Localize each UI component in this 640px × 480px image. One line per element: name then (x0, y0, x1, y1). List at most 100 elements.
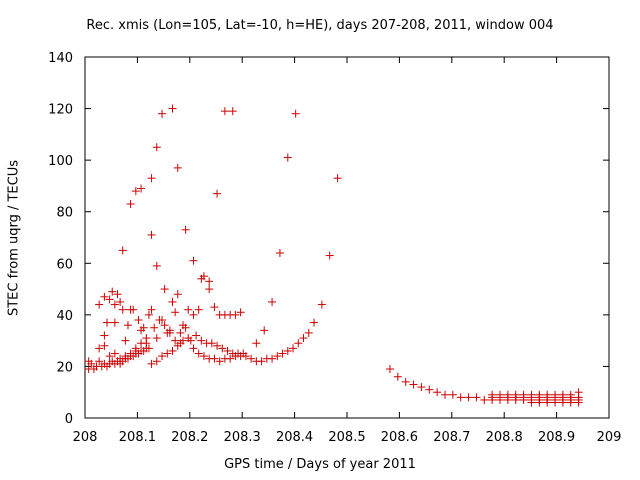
x-tick-label: 208.3 (224, 430, 261, 445)
data-point (273, 352, 282, 361)
data-point (496, 390, 505, 399)
data-point (283, 153, 292, 162)
data-point (126, 349, 135, 358)
data-point (228, 107, 237, 116)
data-point (116, 354, 125, 363)
x-tick-label: 208.2 (171, 430, 208, 445)
data-point (260, 326, 269, 335)
data-point (131, 346, 140, 355)
x-tick-label: 208 (73, 430, 98, 445)
data-point (205, 277, 214, 286)
data-point (566, 398, 575, 407)
data-point (189, 256, 198, 265)
data-point (456, 393, 465, 402)
data-point (134, 316, 143, 325)
y-axis-ticks: 0 20 40 60 80 100 120 140 (48, 51, 609, 427)
data-point (126, 305, 135, 314)
data-point (113, 290, 122, 299)
data-point (385, 365, 394, 374)
data-point (464, 393, 473, 402)
data-point (147, 230, 156, 239)
x-tick-label: 209 (597, 430, 622, 445)
data-point (95, 357, 104, 366)
data-point (118, 246, 127, 255)
data-point (535, 390, 544, 399)
data-point (488, 390, 497, 399)
data-point (95, 300, 104, 309)
y-tick-label: 20 (56, 360, 73, 375)
data-point (103, 318, 112, 327)
data-point (291, 109, 300, 118)
data-point (213, 341, 222, 350)
data-point (173, 163, 182, 172)
data-point (160, 321, 169, 330)
data-point (239, 349, 248, 358)
data-point (511, 390, 520, 399)
data-point (207, 339, 216, 348)
data-point (95, 344, 104, 353)
data-point (401, 377, 410, 386)
data-point (294, 339, 303, 348)
data-point (527, 398, 536, 407)
x-axis-label: GPS time / Days of year 2011 (224, 457, 416, 472)
data-point (105, 352, 114, 361)
y-tick-label: 0 (65, 412, 73, 427)
data-point (333, 174, 342, 183)
data-point (116, 297, 125, 306)
data-point (210, 303, 219, 312)
data-point (168, 104, 177, 113)
data-point (226, 354, 235, 363)
data-point (283, 346, 292, 355)
data-point (184, 305, 193, 314)
data-point (210, 354, 219, 363)
y-tick-label: 100 (48, 154, 73, 169)
x-axis-ticks: 208 208.1 208.2 208.3 208.4 208.5 208.6 208.7 20… (73, 57, 622, 445)
data-point (152, 143, 161, 152)
data-point (152, 357, 161, 366)
data-point (448, 390, 457, 399)
data-point (257, 357, 266, 366)
data-point (178, 321, 187, 330)
data-point (197, 274, 206, 283)
data-point (197, 336, 206, 345)
data-point (236, 308, 245, 317)
y-tick-label: 140 (48, 51, 73, 66)
data-point (503, 390, 512, 399)
plot-frame (84, 56, 610, 419)
data-point (152, 334, 161, 343)
data-point (121, 352, 130, 361)
data-point (215, 357, 224, 366)
data-point (110, 300, 119, 309)
data-point (551, 390, 560, 399)
data-point (278, 349, 287, 358)
x-tick-label: 208.5 (328, 430, 365, 445)
data-point (131, 187, 140, 196)
data-point (551, 398, 560, 407)
data-point (304, 328, 313, 337)
data-point (409, 380, 418, 389)
data-point (558, 398, 567, 407)
data-point (168, 297, 177, 306)
data-point (425, 385, 434, 394)
data-point (189, 310, 198, 319)
data-point (181, 225, 190, 234)
data-point (543, 390, 552, 399)
y-tick-label: 120 (48, 103, 73, 118)
data-point (137, 184, 146, 193)
data-point (168, 346, 177, 355)
data-point (108, 287, 117, 296)
data-point (158, 109, 167, 118)
data-point (393, 372, 402, 381)
data-point (173, 290, 182, 299)
data-point (325, 251, 334, 260)
data-point (574, 388, 583, 397)
data-point (309, 318, 318, 327)
x-tick-label: 208.9 (538, 430, 575, 445)
data-point (121, 336, 130, 345)
data-point (100, 292, 109, 301)
data-point (205, 285, 214, 294)
x-tick-label: 208.8 (486, 430, 523, 445)
data-point (480, 395, 489, 404)
data-point (317, 300, 326, 309)
